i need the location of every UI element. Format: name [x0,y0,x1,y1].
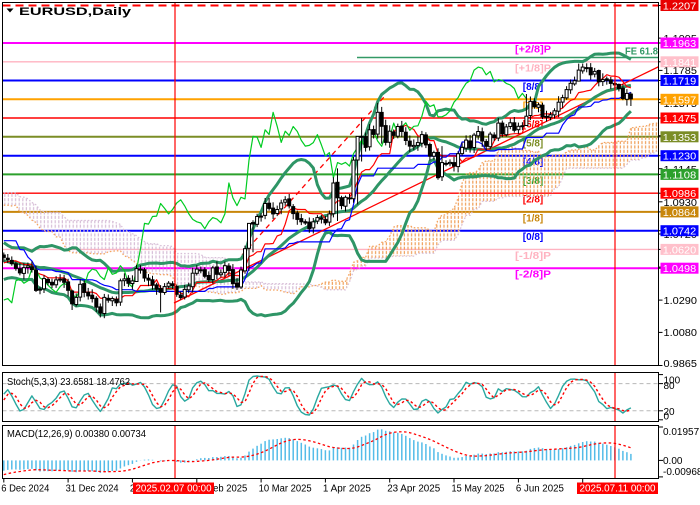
svg-text:1.0498: 1.0498 [663,264,697,275]
svg-text:1.2207: 1.2207 [663,2,697,13]
svg-text:1.0080: 1.0080 [664,328,698,339]
svg-text:6 Jun 2025: 6 Jun 2025 [516,484,564,495]
svg-text:1.1963: 1.1963 [663,39,697,50]
svg-text:0.9865: 0.9865 [664,359,698,370]
svg-text:1.1108: 1.1108 [663,170,697,181]
svg-text:[0/8]: [0/8] [523,232,544,243]
svg-text:2025.07.11 00:00: 2025.07.11 00:00 [580,484,656,495]
svg-text:1.0986: 1.0986 [663,189,697,200]
svg-text:0.00: 0.00 [663,456,683,467]
svg-text:[1/8]: [1/8] [523,213,544,224]
svg-text:1.0864: 1.0864 [663,208,697,219]
svg-text:Stoch(5,3,3) 23.6581 18.4762: Stoch(5,3,3) 23.6581 18.4762 [7,377,130,388]
svg-text:1.1719: 1.1719 [663,77,697,88]
svg-text:[-1/8]P: [-1/8]P [515,251,551,262]
svg-text:[+1/8]P: [+1/8]P [515,63,551,74]
svg-text:1.1785: 1.1785 [664,66,698,77]
svg-text:[6/8]: [6/8] [523,120,544,131]
svg-text:[5/8]: [5/8] [523,138,544,149]
svg-text:10 Mar 2025: 10 Mar 2025 [259,484,312,495]
svg-text:1.1475: 1.1475 [663,114,697,125]
svg-text:MACD(12,26,9) 0.00380 0.00734: MACD(12,26,9) 0.00380 0.00734 [7,429,146,440]
svg-text:2025.02.07 00:00: 2025.02.07 00:00 [136,484,212,495]
svg-text:15 May 2025: 15 May 2025 [452,484,505,495]
svg-text:1.0290: 1.0290 [664,296,698,307]
svg-text:80: 80 [664,381,676,392]
svg-text:EURUSD,Daily: EURUSD,Daily [19,6,132,18]
svg-text:[-2/8]P: [-2/8]P [515,270,551,281]
svg-text:FE 61.8: FE 61.8 [625,47,658,58]
svg-text:[8/8]: [8/8] [523,82,544,93]
svg-text:0: 0 [664,411,670,422]
svg-text:1.1353: 1.1353 [663,133,697,144]
svg-text:1.1841: 1.1841 [663,58,697,69]
svg-text:1.0620: 1.0620 [663,245,697,256]
svg-text:0.01957: 0.01957 [663,427,700,438]
svg-text:-0.00968: -0.00968 [663,467,700,478]
svg-text:1.0742: 1.0742 [663,227,697,238]
svg-text:[+2/8]P: [+2/8]P [515,45,551,56]
svg-text:1.0930: 1.0930 [664,198,698,209]
svg-text:6 Dec 2024: 6 Dec 2024 [1,484,49,495]
svg-text:1.1597: 1.1597 [663,95,697,106]
svg-text:100: 100 [664,375,681,386]
svg-text:20: 20 [664,407,676,418]
svg-text:14 Feb 2025: 14 Feb 2025 [194,484,247,495]
svg-text:[2/8]: [2/8] [523,195,544,206]
svg-text:1.1230: 1.1230 [663,152,697,163]
svg-text:1 Apr 2025: 1 Apr 2025 [323,484,371,495]
svg-text:23 Apr 2025: 23 Apr 2025 [387,484,440,495]
svg-text:31 Dec 2024: 31 Dec 2024 [66,484,119,495]
